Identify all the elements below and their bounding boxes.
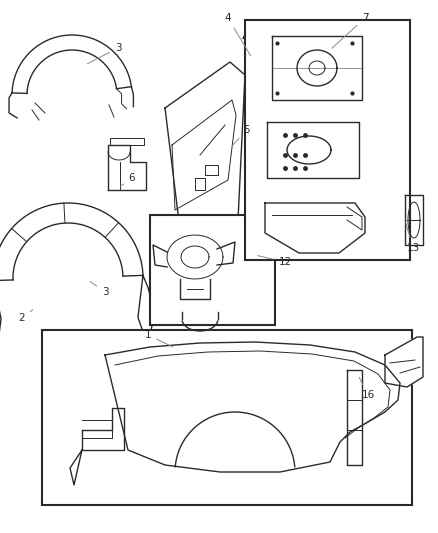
- Polygon shape: [82, 408, 124, 450]
- Polygon shape: [267, 122, 359, 178]
- Polygon shape: [272, 36, 362, 100]
- Polygon shape: [0, 280, 1, 349]
- Polygon shape: [385, 337, 423, 387]
- Bar: [42, 330, 412, 505]
- Text: 6: 6: [120, 173, 135, 187]
- Text: 13: 13: [406, 223, 420, 253]
- Text: 16: 16: [359, 377, 374, 400]
- Polygon shape: [347, 370, 362, 465]
- Polygon shape: [165, 62, 245, 230]
- Text: 3: 3: [88, 43, 121, 64]
- Text: 2: 2: [19, 310, 33, 323]
- Bar: [245, 20, 410, 260]
- Bar: [150, 215, 275, 325]
- Text: 3: 3: [90, 281, 108, 297]
- Polygon shape: [138, 276, 155, 337]
- Polygon shape: [105, 342, 400, 472]
- Text: 7: 7: [332, 13, 368, 48]
- Text: 4: 4: [225, 13, 251, 55]
- Text: 12: 12: [258, 256, 292, 267]
- Polygon shape: [265, 203, 365, 253]
- Polygon shape: [108, 145, 146, 190]
- Text: 5: 5: [232, 125, 250, 146]
- Polygon shape: [405, 195, 423, 245]
- Text: 1: 1: [145, 330, 173, 347]
